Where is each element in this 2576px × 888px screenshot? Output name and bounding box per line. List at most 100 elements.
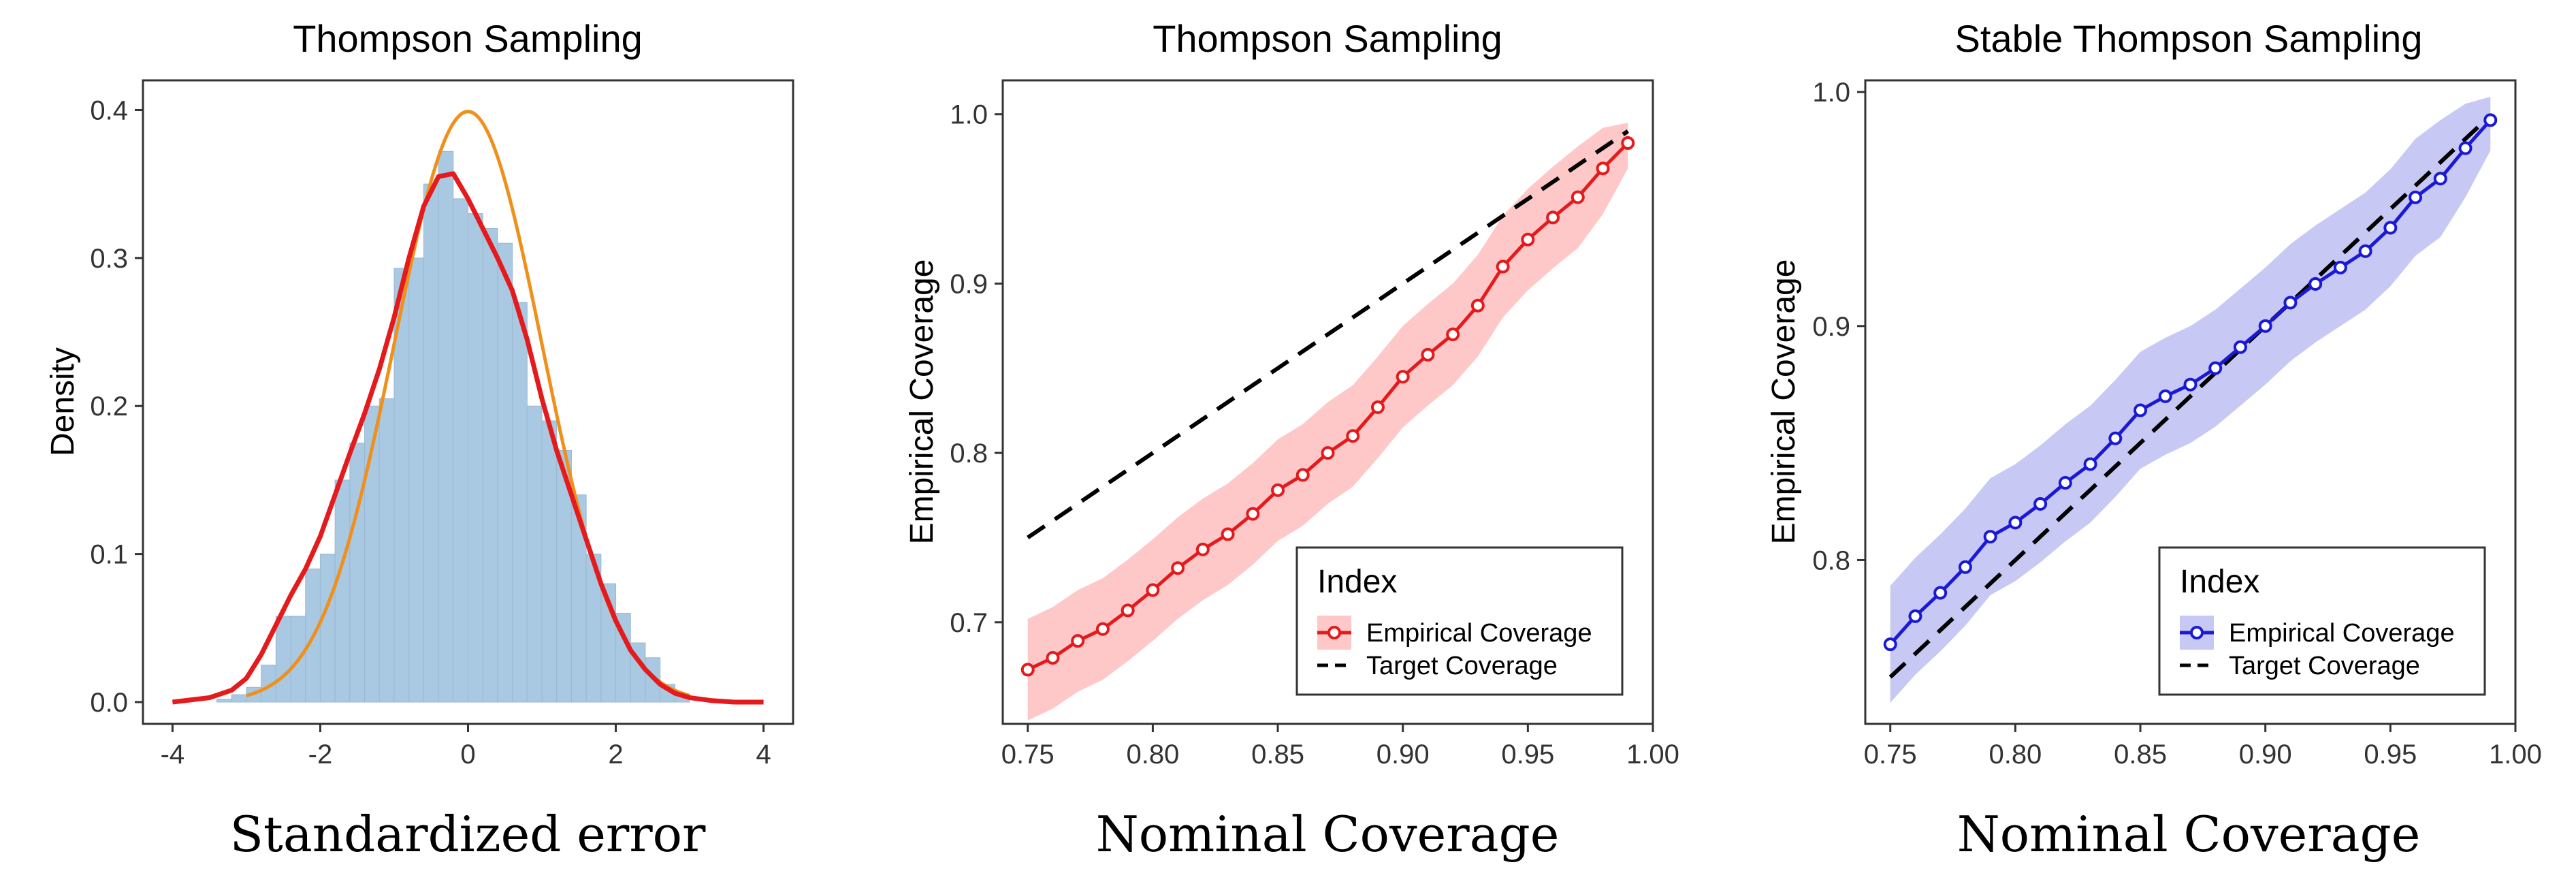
panel2-x-axis-label: Nominal Coverage — [1096, 806, 1560, 863]
panel3-empirical-point — [2358, 244, 2372, 258]
panel3-y-tick-label: 1.0 — [1812, 78, 1850, 108]
panel3-empirical-point — [1908, 609, 1922, 623]
histogram-bar — [408, 257, 424, 703]
panel2-y-tick-label: 1.0 — [950, 100, 988, 130]
panel3-series — [1883, 97, 2498, 703]
panel3-legend: Index Empirical Coverage Target Coverage — [2158, 546, 2486, 696]
panel2-empirical-point — [1071, 634, 1085, 648]
panel2-empirical-point — [1546, 210, 1560, 225]
histogram-bar — [334, 479, 351, 703]
panel3-empirical-point — [2409, 190, 2423, 204]
panel2-empirical-point — [1396, 370, 1410, 384]
panel3-empirical-point — [2458, 141, 2473, 155]
kernel-density-curve — [172, 171, 764, 705]
histogram-bar — [438, 150, 454, 703]
panel2-empirical-point — [1470, 298, 1485, 313]
panel2-empirical-point — [1346, 429, 1360, 443]
panel2-target-coverage-line — [1027, 129, 1629, 539]
panel2-x-ticks: 0.75 0.80 0.85 0.90 0.95 1.00 — [1001, 724, 1679, 770]
histogram-bar — [216, 699, 232, 703]
panel2-legend-key-point — [1327, 626, 1341, 639]
panel2-title: Thompson Sampling — [1153, 17, 1502, 60]
panel3-empirical-point — [1958, 560, 1972, 574]
panel3-title: Stable Thompson Sampling — [1955, 17, 2423, 60]
panel3-empirical-point — [2208, 361, 2223, 375]
panel3-y-ticks: 0.8 0.9 1.0 — [1812, 78, 1865, 575]
panel2-x-tick-label: 0.80 — [1126, 740, 1179, 770]
panel2-empirical-point — [1295, 468, 1310, 482]
panel2-x-tick-label: 0.95 — [1501, 740, 1554, 770]
panel-histogram: Thompson Sampling 0.0 0.1 0.2 0.3 0.4 -4 -2 0 2… — [45, 17, 794, 863]
panel1-x-ticks: -4 -2 0 2 4 — [161, 724, 771, 770]
panel2-empirical-point — [1571, 190, 1585, 204]
panel3-empirical-point — [2483, 113, 2498, 127]
panel2-empirical-point — [1121, 603, 1135, 618]
histogram-bar — [423, 183, 439, 703]
panel1-y-tick-label: 0.4 — [90, 95, 128, 125]
panel3-empirical-point — [1933, 586, 1948, 600]
panel3-legend-label-target: Target Coverage — [2229, 652, 2420, 680]
panel2-empirical-point — [1621, 136, 1635, 150]
panel1-y-tick-label: 0.0 — [90, 688, 128, 718]
panel2-legend: Index Empirical Coverage Target Coverage — [1295, 546, 1624, 696]
panel2-plot-frame — [1001, 79, 1654, 725]
panel3-empirical-point — [2183, 377, 2197, 392]
histogram-bar — [482, 227, 498, 703]
panel2-empirical-point — [1421, 347, 1435, 362]
panel3-empirical-point — [2433, 172, 2447, 186]
panel-thompson-coverage: Thompson Sampling 0.70.80.91.0 0.75 0.80 0… — [904, 17, 1679, 863]
panel3-legend-label-empirical: Empirical Coverage — [2229, 619, 2455, 648]
panel3-empirical-point — [2083, 457, 2097, 471]
panel2-empirical-point — [1370, 400, 1385, 414]
panel3-empirical-point — [1883, 637, 1897, 652]
panel3-x-tick-label: 0.75 — [1864, 740, 1917, 770]
panel3-x-tick-label: 0.80 — [1989, 740, 2042, 770]
panel3-x-tick-label: 0.90 — [2239, 740, 2292, 770]
density-curves — [172, 110, 764, 705]
panel3-empirical-point — [2058, 476, 2072, 490]
panel3-x-tick-label: 0.85 — [2114, 740, 2167, 770]
panel2-empirical-point — [1446, 328, 1460, 342]
panel1-x-tick-label: 0 — [460, 740, 475, 770]
panel2-empirical-point — [1020, 663, 1035, 677]
panel2-y-tick-label: 0.8 — [950, 439, 988, 469]
panel-stable-thompson-coverage: Stable Thompson Sampling 0.80.91.0 0.75 0… — [1766, 17, 2542, 863]
histogram-bars — [216, 150, 690, 703]
histogram-bar — [497, 242, 513, 703]
panel3-empirical-point — [2108, 431, 2123, 445]
panel1-y-tick-label: 0.3 — [90, 244, 128, 274]
panel2-x-tick-label: 1.00 — [1626, 740, 1679, 770]
panel3-empirical-point — [2233, 340, 2247, 354]
panel2-empirical-point — [1146, 583, 1160, 597]
panel3-empirical-point — [2033, 496, 2048, 511]
panel2-legend-label-target: Target Coverage — [1366, 652, 1558, 680]
panel2-x-tick-label: 0.85 — [1251, 740, 1304, 770]
panel1-x-tick-label: 2 — [608, 740, 623, 770]
panel1-x-axis-label: Standardized error — [230, 806, 706, 863]
panel2-empirical-point — [1095, 622, 1110, 636]
histogram-bar — [453, 198, 469, 703]
panel2-empirical-point — [1496, 259, 1510, 274]
panel3-empirical-point — [2158, 389, 2172, 403]
panel3-confidence-band — [1890, 97, 2491, 703]
panel2-legend-title: Index — [1317, 564, 1397, 600]
panel1-y-tick-label: 0.2 — [90, 392, 128, 422]
histogram-bar — [349, 443, 366, 703]
panel1-y-ticks: 0.0 0.1 0.2 0.3 0.4 — [90, 95, 143, 718]
panel3-legend-title: Index — [2180, 564, 2259, 600]
histogram-bar — [512, 302, 528, 703]
panel3-empirical-point — [1983, 530, 1997, 544]
panel2-y-tick-label: 0.7 — [950, 608, 988, 638]
panel2-empirical-point — [1521, 232, 1535, 247]
panel2-y-tick-label: 0.9 — [950, 269, 988, 299]
panel1-x-tick-label: -2 — [308, 740, 333, 770]
panel2-y-axis-label: Empirical Coverage — [904, 259, 940, 545]
panel3-empirical-point — [2308, 276, 2323, 291]
histogram-bar — [231, 694, 247, 703]
panel3-plot-frame — [1864, 79, 2517, 725]
panel2-y-ticks: 0.7 0.8 0.9 1.0 — [950, 100, 1003, 638]
panel2-x-tick-label: 0.90 — [1376, 740, 1430, 770]
histogram-bar — [275, 616, 291, 703]
panel1-title: Thompson Sampling — [293, 17, 643, 60]
